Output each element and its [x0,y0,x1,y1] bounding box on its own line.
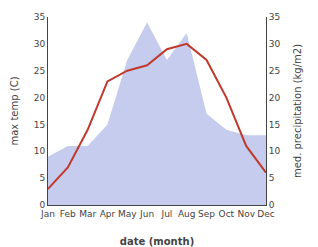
svg-text:10: 10 [34,146,46,156]
svg-text:15: 15 [34,120,45,130]
svg-text:5: 5 [39,173,45,183]
svg-text:Dec: Dec [257,209,274,219]
svg-text:15: 15 [269,120,280,130]
svg-text:Aug: Aug [178,209,196,219]
svg-text:0: 0 [269,200,275,210]
svg-text:Feb: Feb [60,209,76,219]
svg-text:0: 0 [39,200,45,210]
svg-text:Jan: Jan [40,209,55,219]
svg-text:max temp (C): max temp (C) [9,76,20,145]
svg-text:Mar: Mar [79,209,96,219]
svg-text:30: 30 [269,39,281,49]
svg-text:Nov: Nov [237,209,255,219]
svg-text:date (month): date (month) [120,236,194,247]
svg-text:25: 25 [269,66,280,76]
svg-text:Apr: Apr [100,209,116,219]
svg-text:5: 5 [269,173,275,183]
svg-text:25: 25 [34,66,45,76]
svg-text:Jul: Jul [160,209,172,219]
svg-text:30: 30 [34,39,46,49]
svg-text:Oct: Oct [219,209,235,219]
svg-text:Sep: Sep [198,209,215,219]
svg-text:35: 35 [34,12,45,22]
svg-text:35: 35 [269,12,280,22]
svg-text:Jun: Jun [139,209,154,219]
svg-text:med. precipitation (kg/m2): med. precipitation (kg/m2) [292,44,303,178]
svg-text:20: 20 [34,93,46,103]
svg-text:May: May [118,209,137,219]
svg-text:20: 20 [269,93,281,103]
svg-text:10: 10 [269,146,281,156]
